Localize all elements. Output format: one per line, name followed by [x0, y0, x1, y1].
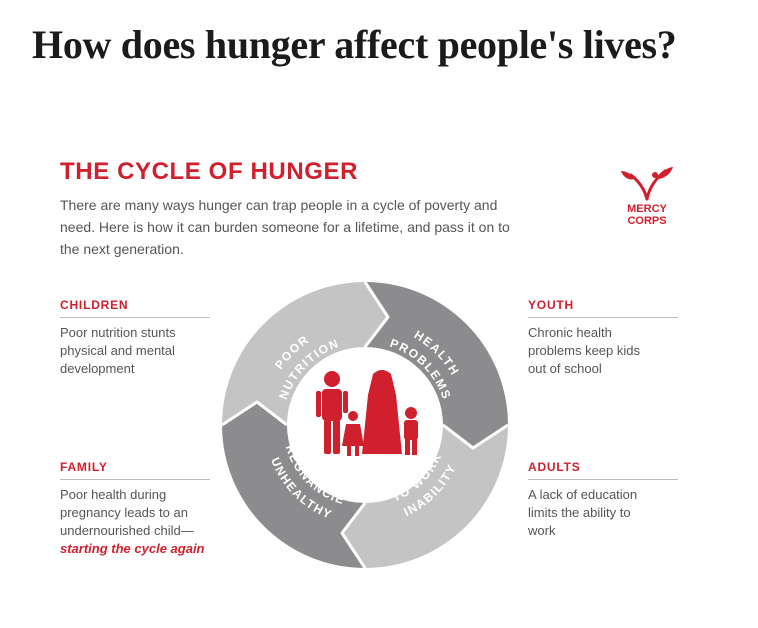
- segment-health-problems: [365, 282, 508, 448]
- infographic-intro: There are many ways hunger can trap peop…: [60, 197, 510, 257]
- cycle-of-hunger-infographic: THE CYCLE OF HUNGER There are many ways …: [20, 140, 720, 610]
- mercy-corps-logo: MERCY CORPS: [617, 165, 677, 230]
- stage-label-family: FAMILY: [60, 460, 210, 480]
- segment-poor-nutrition: [222, 282, 388, 425]
- segment-unhealthy-pregnancies: [222, 402, 365, 568]
- stage-label-youth: YOUTH: [528, 298, 678, 318]
- stage-desc-children: Poor nutrition stunts physical and menta…: [60, 325, 176, 376]
- stage-label-children: CHILDREN: [60, 298, 210, 318]
- family-icon: [316, 370, 418, 456]
- stage-desc-family: Poor health during pregnancy leads to an…: [60, 486, 220, 558]
- stage-desc-youth: Chronic health problems keep kids out of…: [528, 325, 640, 376]
- stage-desc-family-highlight: starting the cycle again: [60, 541, 205, 556]
- mercy-corps-leaf-icon: [621, 167, 673, 201]
- stage-desc-family-text: Poor health during pregnancy leads to an…: [60, 487, 194, 538]
- stage-label-adults: ADULTS: [528, 460, 678, 480]
- segment-inability-to-work: [342, 425, 508, 568]
- stage-desc-adults: A lack of education limits the ability t…: [528, 487, 638, 538]
- logo-line-1: MERCY: [627, 203, 667, 215]
- page-title: How does hunger affect people's lives?: [32, 22, 677, 67]
- infographic-title: THE CYCLE OF HUNGER: [60, 158, 359, 185]
- logo-line-2: CORPS: [627, 215, 667, 227]
- hunger-cycle-diagram: POOR NUTRITION HEALTH PROBLEMS INABILITY…: [210, 270, 509, 569]
